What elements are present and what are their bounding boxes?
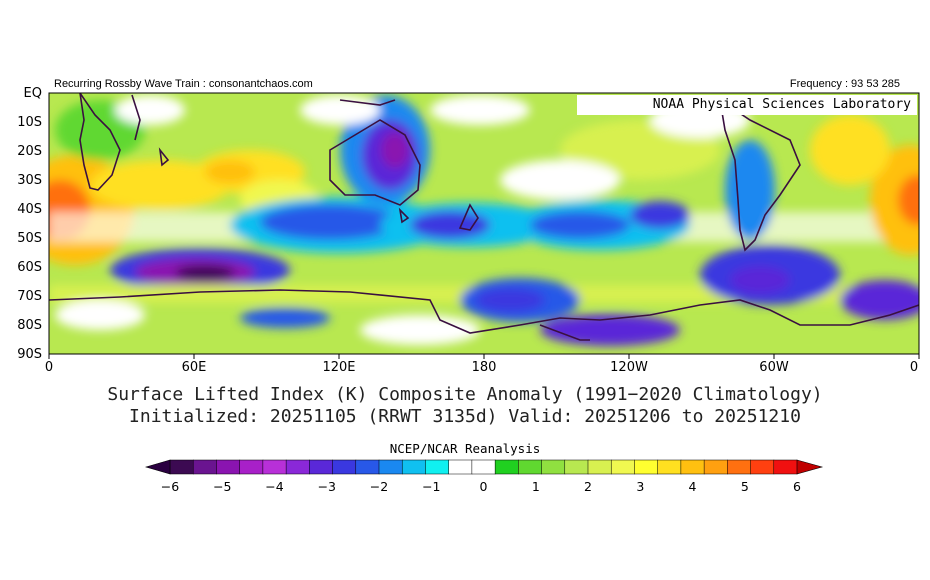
colorbar-cell <box>703 459 728 475</box>
anomaly-field <box>49 93 919 354</box>
lon-label: 120E <box>322 360 356 375</box>
colorbar-cell <box>448 459 473 475</box>
colorbar-tick-label: −2 <box>370 479 388 494</box>
colorbar-tick-label: 5 <box>741 479 749 494</box>
colorbar-cell <box>216 459 241 475</box>
colorbar-under-arrow <box>144 459 171 475</box>
lon-label: 120W <box>610 360 648 375</box>
colorbar-cell <box>355 459 380 475</box>
colorbar-cell <box>541 459 566 475</box>
colorbar-tick-label: 0 <box>480 479 488 494</box>
colorbar-cell <box>309 459 333 475</box>
colorbar-cell <box>285 459 310 475</box>
map-title-line1: Surface Lifted Index (K) Composite Anoma… <box>107 384 823 405</box>
colorbar-tick-label: −1 <box>422 479 440 494</box>
colorbar-cell <box>169 459 194 475</box>
colorbar-cell <box>401 459 426 475</box>
colorbar-cell <box>610 459 635 475</box>
colorbar-cell <box>773 459 798 475</box>
colorbar-cell <box>750 459 775 475</box>
colorbar-tick-label: −6 <box>161 479 179 494</box>
colorbar-cell <box>680 459 705 475</box>
colorbar-tick-label: −4 <box>265 479 283 494</box>
colorbar-cell <box>425 459 450 475</box>
lat-label: 40S <box>17 202 42 217</box>
lon-label: 60E <box>181 360 207 375</box>
colorbar-cell <box>657 459 682 475</box>
colorbar-cell <box>378 459 403 475</box>
header-right-text: Frequency : 93 53 285 <box>789 78 900 90</box>
colorbar: −6 −5 −4 −3 −2 −1 0 1 2 3 4 5 6 <box>144 459 824 494</box>
lat-label: 70S <box>17 289 42 304</box>
lat-label: 10S <box>17 115 42 130</box>
colorbar-cell <box>239 459 264 475</box>
lon-label: 60W <box>759 360 789 375</box>
colorbar-tick-label: 2 <box>584 479 592 494</box>
colorbar-cell <box>494 459 519 475</box>
colorbar-cell <box>634 459 659 475</box>
colorbar-over-arrow <box>796 459 824 475</box>
colorbar-cell <box>727 459 752 475</box>
colorbar-tick-label: −3 <box>318 479 336 494</box>
colorbar-tick-label: 3 <box>636 479 644 494</box>
coastlines <box>49 93 919 341</box>
colorbar-cell <box>471 459 496 475</box>
lon-label: 180 <box>471 360 497 375</box>
colorbar-cell <box>192 459 217 475</box>
colorbar-cell <box>564 459 589 475</box>
lat-label: 20S <box>17 144 42 159</box>
noaa-watermark-box: NOAA Physical Sciences Laboratory <box>577 95 917 115</box>
lon-label: 0 <box>909 360 919 375</box>
axis-ticks <box>48 354 920 359</box>
colorbar-cell <box>332 459 357 475</box>
colorbar-tick-label: 1 <box>532 479 540 494</box>
lat-label: 80S <box>17 318 42 333</box>
lat-label: 60S <box>17 260 42 275</box>
data-source-label: NCEP/NCAR Reanalysis <box>389 441 541 456</box>
colorbar-cell <box>587 459 612 475</box>
map-title-line2: Initialized: 20251105 (RRWT 3135d) Valid… <box>129 406 801 427</box>
colorbar-cell <box>518 459 543 475</box>
colorbar-cell <box>262 459 287 475</box>
header-left-text: Recurring Rossby Wave Train : consonantc… <box>54 78 313 90</box>
lat-label: EQ <box>23 86 42 101</box>
colorbar-tick-label: 4 <box>689 479 697 494</box>
lon-label: 0 <box>44 360 54 375</box>
noaa-watermark-text: NOAA Physical Sciences Laboratory <box>652 97 911 112</box>
colorbar-tick-label: −5 <box>213 479 231 494</box>
lat-label: 50S <box>17 231 42 246</box>
lat-label: 90S <box>17 347 42 362</box>
lat-label: 30S <box>17 173 42 188</box>
colorbar-tick-label: 6 <box>793 479 801 494</box>
